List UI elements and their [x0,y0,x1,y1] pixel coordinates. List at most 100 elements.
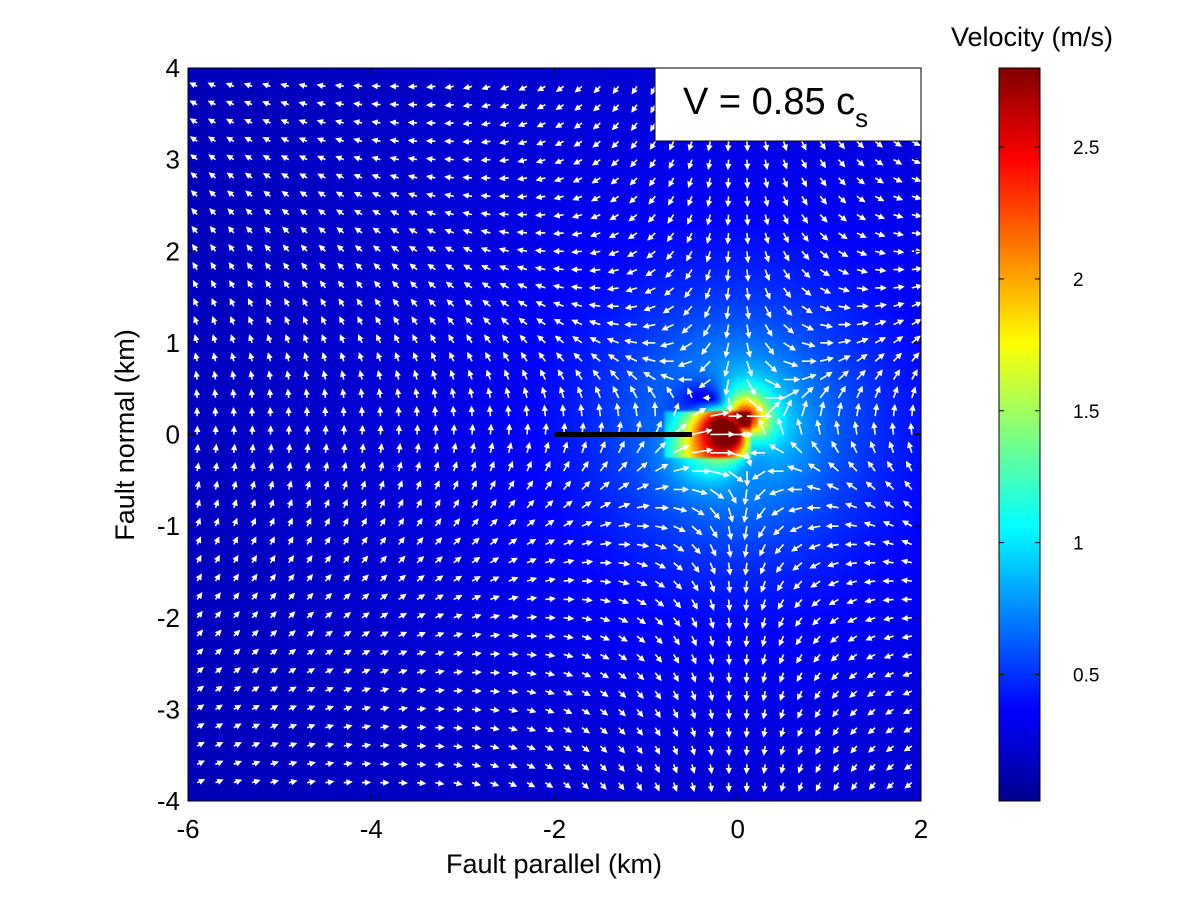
velocity-arrow [563,633,574,640]
velocity-arrow [286,462,293,472]
velocity-arrow [617,440,625,454]
velocity-arrow [270,723,279,730]
velocity-arrow [581,708,591,715]
velocity-arrow [338,298,345,307]
velocity-arrow [563,577,575,584]
velocity-arrow [266,316,273,325]
velocity-arrow [325,649,334,656]
velocity-arrow [303,352,310,362]
velocity-arrow [225,118,235,125]
velocity-arrow [471,613,482,620]
velocity-arrow [444,174,454,181]
velocity-arrow [453,594,463,601]
velocity-arrow [325,705,334,712]
velocity-arrow [618,672,627,680]
velocity-arrow [469,423,476,435]
velocity-arrow [490,576,500,583]
velocity-arrow [554,140,565,146]
velocity-arrow [608,232,619,238]
velocity-arrow [261,82,271,89]
velocity-arrow [213,536,220,545]
velocity-arrow [562,441,569,454]
velocity-arrow [508,725,519,732]
velocity-arrow [396,461,403,472]
velocity-arrow [462,102,473,109]
velocity-arrow [636,462,648,472]
velocity-arrow [581,501,592,509]
velocity-arrow [553,230,564,237]
velocity-arrow [499,138,509,146]
velocity-arrow [545,633,556,640]
velocity-arrow [214,667,223,674]
y-tick-label: -3 [157,694,180,724]
velocity-arrow [578,403,585,417]
velocity-arrow [498,175,509,182]
velocity-arrow [563,539,575,546]
x-tick-label: -6 [176,814,199,844]
velocity-arrow [268,536,275,545]
velocity-arrow [453,556,462,564]
velocity-arrow [215,760,224,767]
velocity-arrow [317,209,326,216]
velocity-arrow [504,387,511,399]
velocity-arrow [725,159,732,171]
colorbar-tick-label: 0.5 [1073,665,1099,686]
velocity-arrow [544,726,555,733]
velocity-arrow [251,778,261,786]
velocity-arrow [482,317,491,326]
velocity-arrow [409,263,418,271]
velocity-arrow [589,249,601,256]
velocity-arrow [357,316,364,325]
velocity-arrow [244,118,253,125]
velocity-arrow [317,155,326,162]
velocity-arrow [251,648,260,656]
velocity-arrow [445,264,455,271]
velocity-arrow [354,209,363,216]
velocity-arrow [743,690,750,702]
velocity-arrow [244,136,253,143]
velocity-arrow [193,352,200,362]
velocity-arrow [343,630,352,638]
velocity-arrow [286,499,293,509]
velocity-arrow [431,369,438,380]
velocity-arrow [194,443,201,453]
velocity-arrow [599,634,611,641]
velocity-arrow [300,226,308,234]
velocity-arrow [227,208,235,216]
velocity-arrow [322,443,330,453]
velocity-arrow [516,247,528,254]
velocity-arrow [415,499,422,509]
velocity-arrow [266,334,273,344]
velocity-arrow [618,560,631,567]
velocity-arrow [280,82,290,89]
velocity-arrow [193,334,200,344]
velocity-arrow [300,244,308,252]
velocity-arrow [628,213,638,222]
x-tick-label: 0 [731,814,745,844]
velocity-arrow [379,574,388,582]
velocity-arrow [471,556,481,564]
velocity-arrow [247,280,254,289]
velocity-arrow [518,103,528,109]
velocity-arrow [280,100,290,107]
velocity-arrow [431,387,438,398]
velocity-arrow [535,301,546,308]
velocity-arrow [337,262,345,271]
velocity-arrow [287,517,293,527]
velocity-arrow [636,503,650,510]
velocity-arrow [430,334,437,344]
velocity-arrow [269,611,277,619]
velocity-arrow [563,614,575,622]
velocity-arrow [398,612,407,619]
velocity-arrow [462,83,473,91]
velocity-arrow [398,536,405,545]
velocity-arrow [380,742,390,749]
velocity-arrow [609,195,620,203]
velocity-arrow [589,336,601,344]
velocity-arrow [466,334,473,344]
velocity-arrow [588,319,601,326]
velocity-arrow [643,371,656,381]
velocity-arrow [376,352,383,362]
velocity-arrow [230,370,237,380]
velocity-arrow [626,370,638,381]
